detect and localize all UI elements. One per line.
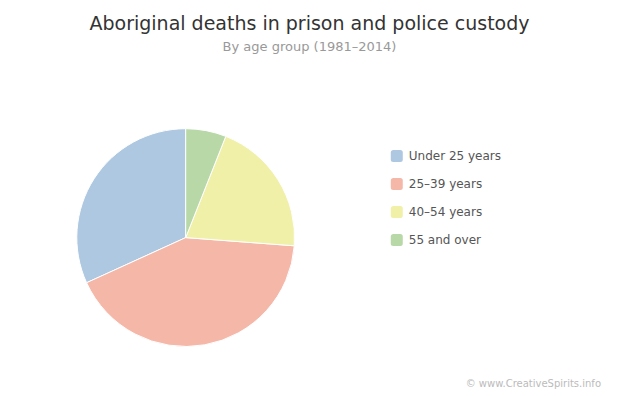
svg-text:© www.CreativeSpirits.info: © www.CreativeSpirits.info [466, 378, 601, 389]
svg-text:By age group (1981–2014): By age group (1981–2014) [223, 39, 397, 54]
svg-text:25–39 years: 25–39 years [409, 177, 482, 191]
svg-text:Under 25 years: Under 25 years [409, 149, 501, 163]
svg-text:55 and over: 55 and over [409, 233, 481, 247]
svg-text:40–54 years: 40–54 years [409, 205, 482, 219]
svg-text:Aboriginal deaths in prison an: Aboriginal deaths in prison and police c… [89, 12, 529, 34]
